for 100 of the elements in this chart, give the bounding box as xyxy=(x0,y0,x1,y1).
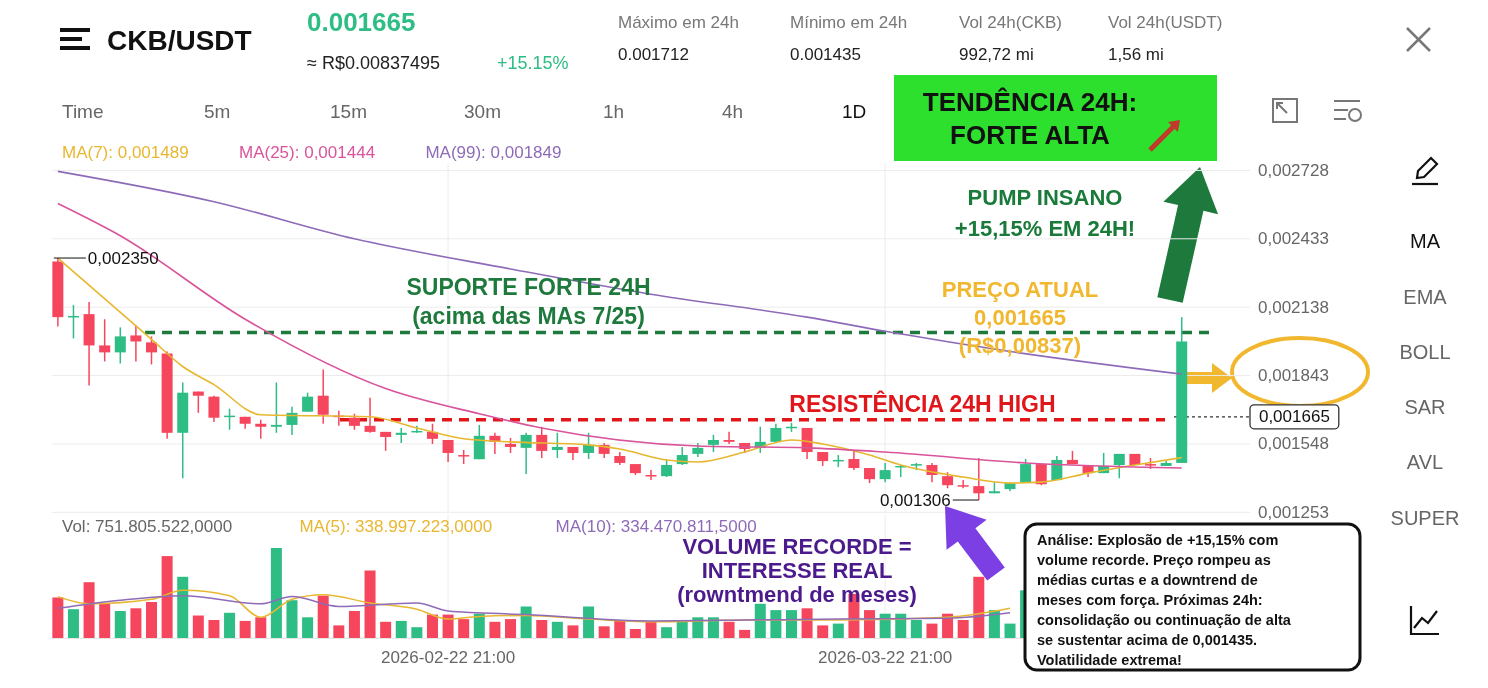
candlestick xyxy=(270,381,282,434)
series-label: Vol: 751.805.522,0000 xyxy=(62,516,233,536)
text: 0.001665 xyxy=(307,7,416,37)
text: MA(5): 338.997.223,0000 xyxy=(299,516,493,536)
text: EMA xyxy=(1403,286,1448,308)
text: MA(7): 0,001489 xyxy=(62,142,189,162)
bar xyxy=(520,606,532,638)
bar xyxy=(411,627,423,638)
y-tick-label: 0,001253 xyxy=(1258,502,1329,522)
candlestick xyxy=(1113,453,1125,479)
y-tick-label: 0,001843 xyxy=(1258,366,1329,386)
text: 0.001435 xyxy=(790,44,861,64)
annotation: PREÇO ATUAL 0,001665 (R$0,00837) xyxy=(941,276,1099,358)
text: ≈ R$0.00837495 xyxy=(307,53,440,73)
candlestick xyxy=(520,432,532,475)
candlestick xyxy=(973,457,985,501)
candlestick xyxy=(208,394,220,423)
y-tick-label: 0,002138 xyxy=(1258,297,1329,317)
bar xyxy=(629,629,641,638)
y-tick-label: 0,002433 xyxy=(1258,229,1329,249)
bar xyxy=(426,614,438,638)
bar xyxy=(130,608,142,638)
bar xyxy=(302,617,314,638)
text: 1D xyxy=(842,100,867,122)
bar xyxy=(910,620,922,638)
bar xyxy=(255,617,267,638)
line-series xyxy=(57,170,1183,375)
bar xyxy=(146,602,158,638)
text: Vol 24h(USDT) xyxy=(1108,12,1223,32)
bar xyxy=(926,623,938,638)
candlestick xyxy=(99,318,111,363)
bar xyxy=(957,620,969,638)
text: MA xyxy=(1410,230,1441,252)
bar xyxy=(458,619,470,638)
text: Time xyxy=(62,100,104,122)
candlestick xyxy=(583,432,595,460)
bar xyxy=(583,606,595,638)
text: 992,72 mi xyxy=(959,44,1034,64)
bar xyxy=(67,609,79,638)
bar xyxy=(192,615,204,638)
text: TENDÊNCIA 24H: FORTE ALTA xyxy=(922,87,1138,150)
candlestick xyxy=(364,397,376,434)
text: Máximo em 24h xyxy=(618,12,739,32)
bar xyxy=(270,548,282,638)
bar xyxy=(661,627,673,638)
text: Mínimo em 24h xyxy=(790,12,908,32)
text: CKB/USDT xyxy=(107,24,252,56)
bar xyxy=(785,610,797,638)
bar xyxy=(536,620,548,638)
y-tick-label: 0,002728 xyxy=(1258,160,1329,180)
text: SUPER xyxy=(1390,507,1460,529)
bar xyxy=(879,613,891,638)
text: 4h xyxy=(722,100,744,122)
bar xyxy=(286,600,298,638)
bar xyxy=(99,603,111,638)
text: 5m xyxy=(204,100,231,122)
bar xyxy=(598,626,610,638)
bar xyxy=(395,620,407,638)
bar xyxy=(801,608,813,638)
bar xyxy=(567,625,579,638)
bar xyxy=(739,629,751,638)
text: 0.001712 xyxy=(618,44,689,64)
text: MA(25): 0,001444 xyxy=(239,142,376,162)
candlestick xyxy=(551,432,563,459)
bar xyxy=(770,610,782,638)
text: Vol 24h(CKB) xyxy=(959,12,1062,32)
candlestick xyxy=(255,419,267,440)
bar xyxy=(333,625,345,638)
bar xyxy=(692,617,704,638)
bar xyxy=(832,623,844,638)
candlestick xyxy=(114,326,126,365)
bar xyxy=(52,597,64,638)
bar xyxy=(177,576,189,638)
ref-line-label: 0,001665 xyxy=(1258,407,1330,427)
text: MA(99): 0,001849 xyxy=(425,142,562,162)
bar xyxy=(380,621,392,638)
annotation: Análise: Explosão de +15,15% com volume recorde. Preço rompeu as médias curtas e a downtrend de meses com força. Próximas 24h: consolidação ou continuação de alta se sustentar acima de 0,001435. Volatilidade extrema! xyxy=(1037,532,1292,668)
text: BOLL xyxy=(1399,341,1451,363)
x-tick-label: 2026-02-22 21:00 xyxy=(380,647,516,667)
x-tick-label: 2026-03-22 21:00 xyxy=(818,647,953,667)
y-tick-label: 0,001548 xyxy=(1258,434,1329,454)
text: SAR xyxy=(1404,396,1446,418)
annotation: 0,001306 xyxy=(879,490,951,510)
text: 15m xyxy=(330,100,367,122)
bar xyxy=(83,582,95,638)
ref-line-label: RESISTÊNCIA 24H HIGH xyxy=(789,389,1056,417)
bar xyxy=(1004,623,1016,638)
candlestick xyxy=(957,479,969,489)
text: 30m xyxy=(464,100,501,122)
candlestick xyxy=(723,431,735,445)
candlestick xyxy=(317,368,329,425)
bar xyxy=(551,621,563,638)
bar xyxy=(895,613,907,638)
bar xyxy=(817,625,829,638)
bar xyxy=(208,620,220,638)
bar xyxy=(864,610,876,638)
text: MA(10): 334.470.811,5000 xyxy=(555,516,757,536)
bar xyxy=(473,613,485,638)
candlestick xyxy=(146,335,158,366)
bar xyxy=(707,617,719,638)
